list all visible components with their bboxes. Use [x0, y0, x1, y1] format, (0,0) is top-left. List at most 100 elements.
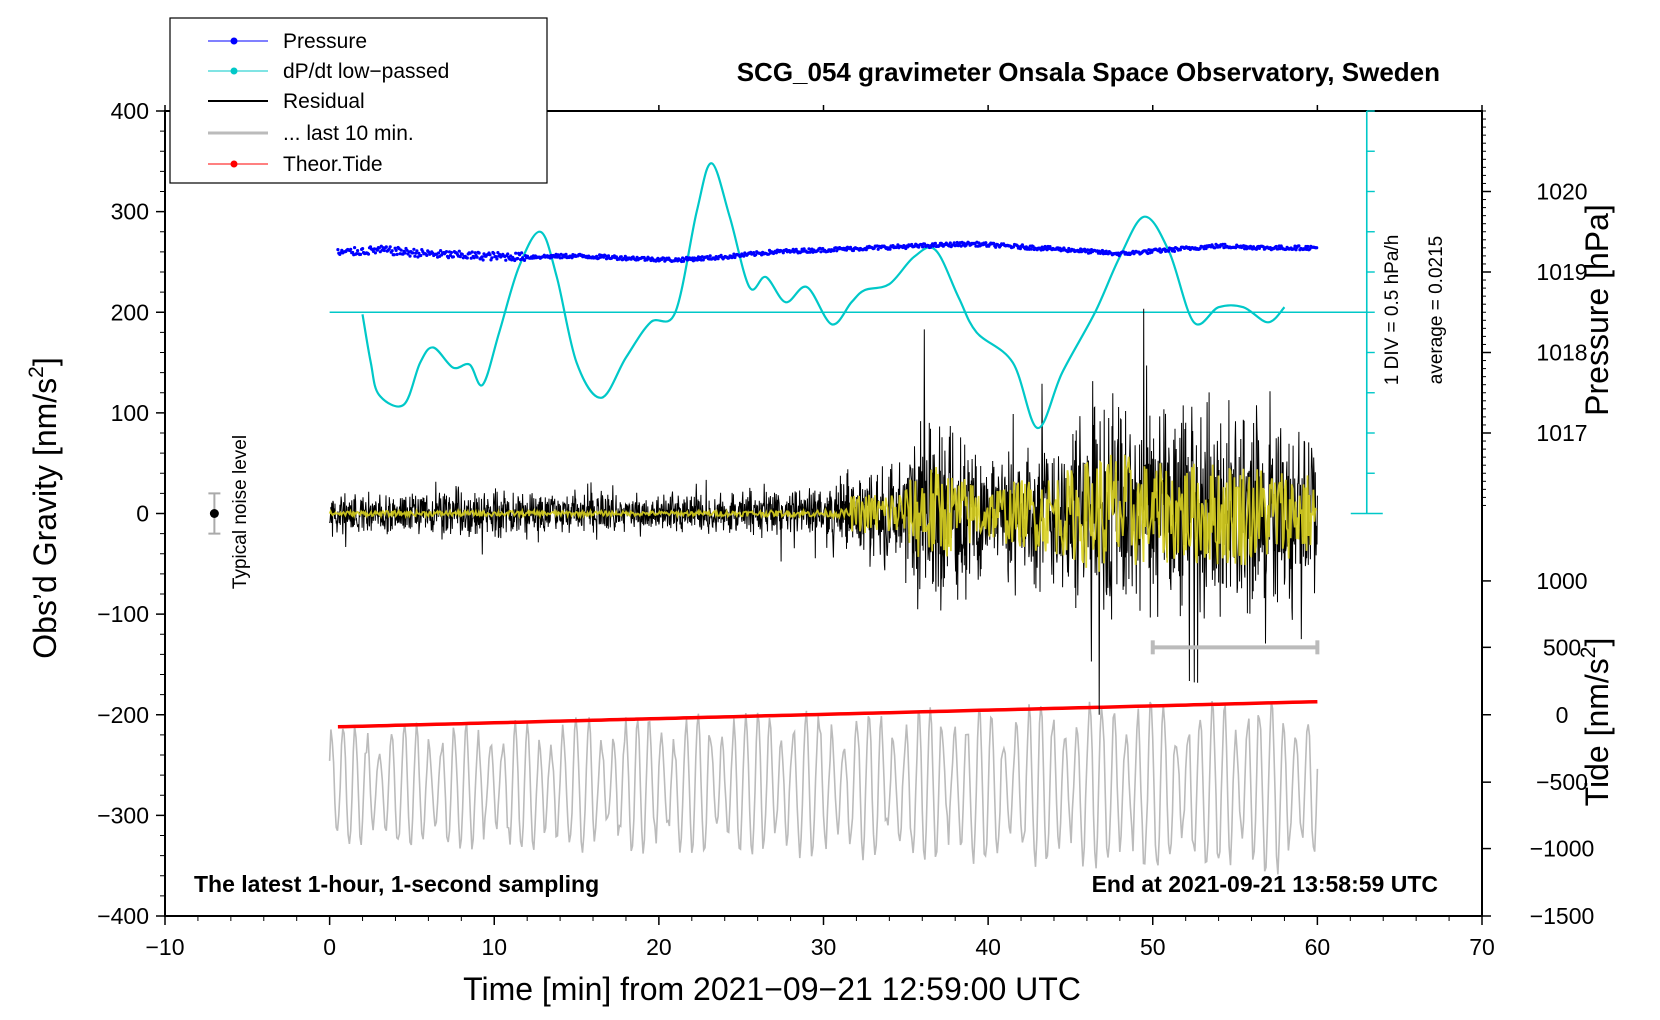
x-tick-label: 20	[646, 934, 672, 960]
pressure-point	[359, 252, 363, 256]
pressure-point	[336, 248, 340, 252]
annotation-left: The latest 1-hour, 1-second sampling	[194, 871, 599, 897]
x-tick-label: 40	[975, 934, 1001, 960]
pressure-point	[614, 255, 619, 259]
pressure-point	[408, 254, 412, 258]
pressure-point	[375, 248, 379, 252]
x-tick-label: 50	[1140, 934, 1166, 960]
pressure-point	[488, 253, 492, 257]
legend-label-residual: Residual	[283, 90, 365, 113]
legend-entry-last-10-min: ... last 10 min.	[208, 122, 414, 145]
pressure-point	[480, 255, 484, 259]
pressure-point	[366, 252, 371, 256]
pressure-point	[457, 249, 461, 253]
y-tick-label: −300	[97, 802, 149, 828]
pressure-point	[403, 251, 407, 255]
pressure-point	[518, 253, 522, 257]
pressure-point	[1067, 246, 1071, 251]
noise-level-marker	[208, 492, 221, 535]
legend-entry-residual: Residual	[208, 90, 365, 113]
pressure-point	[395, 252, 399, 256]
pressure-point	[948, 241, 952, 245]
pressure-point	[394, 248, 398, 252]
pressure-point	[490, 256, 494, 260]
legend-label-theor-tide: Theor.Tide	[283, 153, 383, 176]
pressure-point	[411, 251, 415, 255]
pressure-point	[564, 252, 568, 256]
legend: Pressure dP/dt low−passed Residual ... l…	[169, 17, 548, 184]
pressure-tick-label: 1019	[1536, 259, 1587, 285]
residual-smoothed-trace	[328, 454, 1318, 572]
pressure-point	[514, 251, 518, 255]
pressure-point	[1297, 244, 1301, 248]
pressure-point	[754, 253, 758, 257]
pressure-point	[1172, 249, 1177, 253]
pressure-point	[506, 252, 510, 256]
y-axis-label-tide-text: Tide [nm/s	[1579, 658, 1615, 806]
x-tick-label: 10	[481, 934, 507, 960]
pressure-point	[449, 250, 453, 255]
plot-lines	[328, 162, 1367, 875]
x-tick-label: 30	[811, 934, 837, 960]
pressure-point	[921, 245, 925, 249]
pressure-point	[349, 247, 353, 251]
pressure-point	[1213, 246, 1217, 250]
y-axis-label-tide: Tide [nm/s2]	[1577, 638, 1615, 807]
y-tick-label: 400	[111, 98, 149, 124]
legend-dot-theor-tide	[230, 160, 238, 168]
y-axis-label-left: Obs’d Gravity [nm/s2]	[25, 357, 63, 659]
tide-tick-label: 0	[1556, 702, 1569, 728]
x-tick-label: −10	[145, 934, 184, 960]
pressure-point	[425, 253, 429, 257]
pressure-point	[413, 254, 417, 258]
y-axis-label-left-close: ]	[27, 357, 63, 366]
pressure-point	[390, 249, 394, 253]
y-tick-label: 200	[111, 299, 149, 325]
y-tick-label: 0	[136, 501, 149, 527]
pressure-point	[1104, 249, 1108, 253]
pressure-point	[977, 241, 981, 245]
pressure-point	[460, 252, 464, 256]
legend-dot-dpdt	[230, 67, 238, 75]
pressure-point	[437, 251, 441, 255]
tide-tick-label: −1500	[1530, 903, 1595, 929]
pressure-point	[520, 251, 524, 255]
noise-center-dot	[209, 509, 219, 518]
y-tick-label: 300	[111, 199, 149, 225]
pressure-point	[832, 249, 836, 253]
pressure-point	[923, 242, 927, 246]
tide-tick-label: −500	[1536, 769, 1588, 795]
x-tick-label: 60	[1305, 934, 1331, 960]
pressure-point	[994, 245, 998, 249]
y-axis-label-left-sup: 2	[25, 366, 48, 378]
pressure-point	[1167, 249, 1171, 253]
pressure-point	[419, 253, 423, 258]
pressure-point	[1029, 247, 1033, 251]
pressure-point	[888, 247, 892, 251]
last-10-min-trace	[328, 700, 1319, 875]
pressure-point	[472, 256, 476, 260]
pressure-point	[477, 251, 481, 255]
pressure-tick-label: 1018	[1536, 340, 1587, 366]
pressure-point	[451, 255, 455, 259]
dpdt-curve	[361, 162, 1286, 430]
pressure-point	[439, 249, 443, 253]
pressure-point	[444, 250, 449, 254]
pressure-point	[984, 241, 988, 245]
pressure-point	[519, 258, 523, 262]
pressure-point	[1254, 247, 1259, 251]
pressure-point	[1315, 246, 1319, 250]
x-axis-label: Time [min] from 2021−09−21 12:59:00 UTC	[463, 971, 1081, 1007]
dpdt-scale-bar	[1350, 110, 1383, 515]
pressure-point	[619, 255, 623, 259]
pressure-point	[992, 241, 996, 245]
pressure-point	[774, 251, 779, 255]
pressure-point	[412, 247, 416, 251]
pressure-point	[733, 255, 737, 260]
pressure-point	[373, 251, 377, 255]
pressure-point	[933, 241, 938, 245]
pressure-point	[384, 245, 388, 249]
pressure-point	[446, 256, 451, 260]
annotation-right: End at 2021-09-21 13:58:59 UTC	[1092, 871, 1438, 897]
